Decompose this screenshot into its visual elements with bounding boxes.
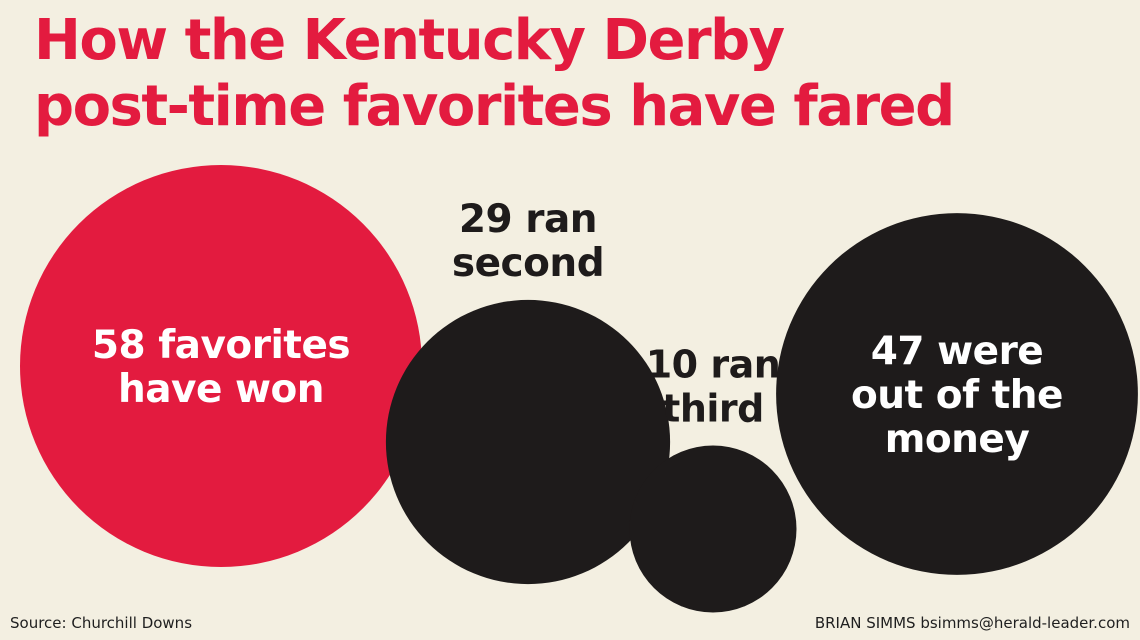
bubble-label-line: second bbox=[452, 241, 604, 286]
bubble-label-line: third bbox=[662, 387, 764, 431]
bubble-label-line: 10 ran bbox=[646, 343, 781, 387]
bubble-have-won bbox=[20, 165, 422, 567]
bubble-label-line: 58 favorites bbox=[92, 323, 350, 368]
bubble-label-line: 47 were bbox=[871, 329, 1044, 374]
bubble-ran-second bbox=[385, 299, 671, 585]
bubble-ran-third bbox=[629, 445, 797, 613]
title-line-2: post-time favorites have fared bbox=[34, 74, 955, 139]
source-note: Source: Churchill Downs bbox=[10, 614, 193, 632]
byline: BRIAN SIMMS bsimms@herald-leader.com bbox=[814, 614, 1130, 632]
bubble-label-line: 29 ran bbox=[459, 197, 597, 242]
bubble-label-line: have won bbox=[118, 367, 324, 412]
bubble-label-line: money bbox=[885, 417, 1030, 462]
bubble-label-line: out of the bbox=[851, 373, 1063, 418]
title-line-1: How the Kentucky Derby bbox=[34, 8, 785, 73]
bubble-out-of-the-money bbox=[776, 213, 1138, 575]
chart-title: How the Kentucky Derby post-time favorit… bbox=[34, 8, 1114, 140]
